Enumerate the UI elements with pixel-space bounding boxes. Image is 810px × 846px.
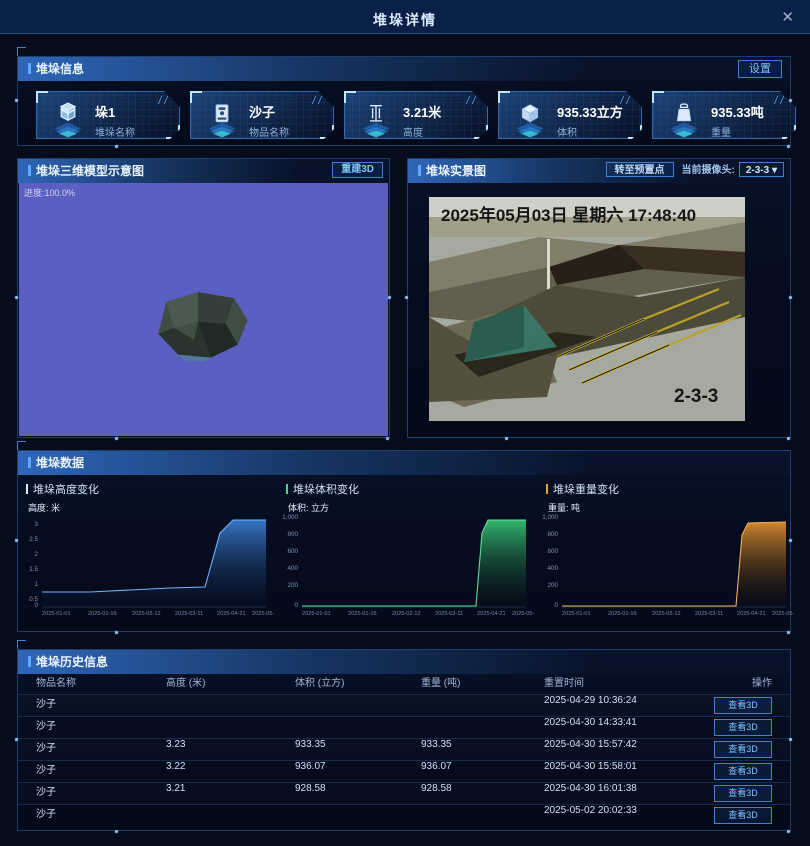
svg-text:200: 200 bbox=[287, 582, 298, 589]
svg-text:2025-02-12: 2025-02-12 bbox=[392, 611, 421, 617]
svg-text:0: 0 bbox=[294, 602, 298, 609]
svg-text:200: 200 bbox=[547, 582, 558, 589]
svg-text:2025-02-12: 2025-02-12 bbox=[132, 611, 161, 617]
svg-text:2025-01-01: 2025-01-01 bbox=[302, 611, 331, 617]
svg-text:600: 600 bbox=[287, 548, 298, 555]
svg-text:2025-05-02: 2025-05-02 bbox=[772, 611, 794, 617]
svg-text:3.5: 3.5 bbox=[29, 506, 38, 513]
svg-text:2025-04-21: 2025-04-21 bbox=[737, 611, 766, 617]
svg-text:2025-05-02: 2025-05-02 bbox=[512, 611, 534, 617]
svg-text:0: 0 bbox=[34, 602, 38, 609]
svg-text:0: 0 bbox=[554, 602, 558, 609]
svg-text:2.5: 2.5 bbox=[29, 536, 38, 543]
svg-text:800: 800 bbox=[547, 531, 558, 538]
svg-text:400: 400 bbox=[287, 565, 298, 572]
svg-text:800: 800 bbox=[287, 531, 298, 538]
svg-text:1: 1 bbox=[34, 581, 38, 588]
svg-text:2: 2 bbox=[34, 551, 38, 558]
svg-text:1,000: 1,000 bbox=[282, 514, 298, 521]
svg-text:1.5: 1.5 bbox=[29, 566, 38, 573]
svg-text:3: 3 bbox=[34, 521, 38, 528]
svg-text:1,000: 1,000 bbox=[542, 514, 558, 521]
svg-text:2025-05-02: 2025-05-02 bbox=[252, 611, 274, 617]
svg-text:2025-03-11: 2025-03-11 bbox=[695, 611, 723, 617]
svg-text:2025-01-16: 2025-01-16 bbox=[348, 611, 377, 617]
svg-text:2025-02-12: 2025-02-12 bbox=[652, 611, 681, 617]
svg-text:400: 400 bbox=[547, 565, 558, 572]
svg-text:2025-03-11: 2025-03-11 bbox=[435, 611, 463, 617]
svg-text:600: 600 bbox=[547, 548, 558, 555]
svg-text:2025-03-11: 2025-03-11 bbox=[175, 611, 203, 617]
svg-text:2025年05月03日 星期六 17:48:40: 2025年05月03日 星期六 17:48:40 bbox=[441, 205, 696, 225]
svg-text:2025-04-21: 2025-04-21 bbox=[477, 611, 506, 617]
svg-text:2025-01-01: 2025-01-01 bbox=[562, 611, 591, 617]
svg-text:2025-01-16: 2025-01-16 bbox=[608, 611, 637, 617]
svg-text:2-3-3: 2-3-3 bbox=[674, 386, 718, 407]
svg-text:2025-01-16: 2025-01-16 bbox=[88, 611, 117, 617]
svg-text:2025-04-21: 2025-04-21 bbox=[217, 611, 246, 617]
svg-text:2025-01-01: 2025-01-01 bbox=[42, 611, 71, 617]
